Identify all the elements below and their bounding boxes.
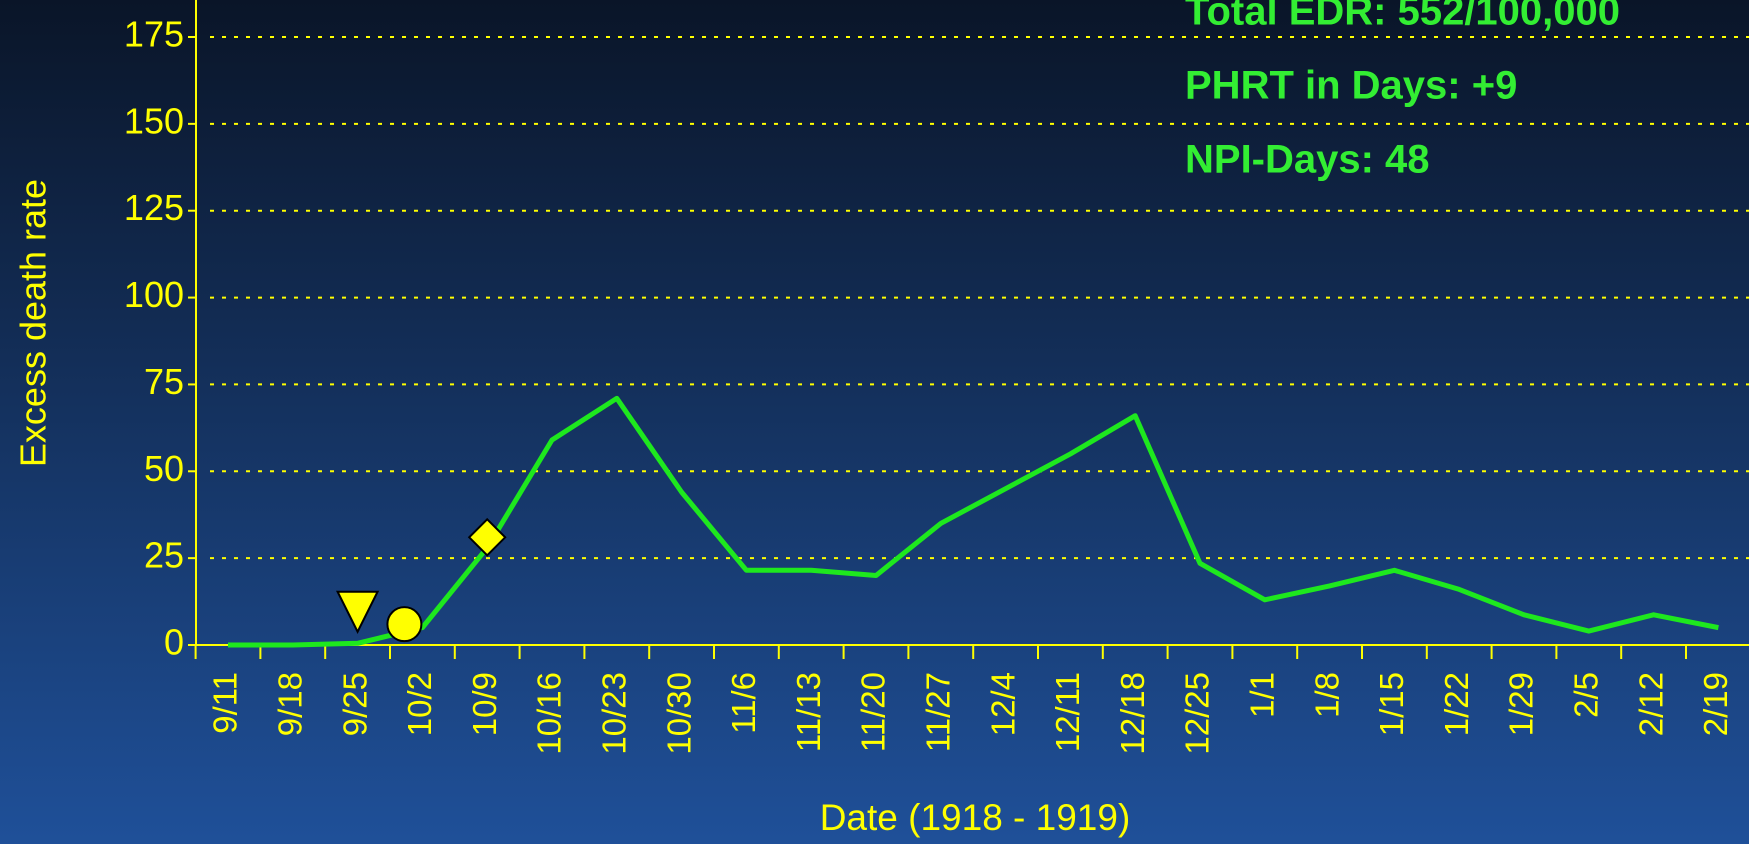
x-tick-label: 11/13 (790, 672, 827, 752)
marker-diamond (467, 517, 507, 557)
marker-triangle (335, 590, 380, 634)
x-tick-label: 9/18 (272, 672, 309, 736)
x-tick-label: 1/8 (1308, 672, 1345, 718)
x-tick-label: 10/2 (401, 672, 438, 736)
y-tick-label: 100 (124, 274, 184, 315)
x-tick-label: 1/22 (1438, 672, 1475, 736)
x-tick-label: 10/9 (466, 672, 503, 736)
y-tick-label: 75 (144, 361, 184, 402)
x-tick-label: 9/25 (336, 672, 373, 736)
x-tick-label: 10/16 (531, 672, 568, 755)
y-tick-label: 25 (144, 535, 184, 576)
x-tick-label: 12/11 (1049, 672, 1086, 752)
annotation: Total EDR: 552/100,000 (1185, 0, 1620, 34)
x-tick-label: 9/11 (207, 672, 244, 734)
x-tick-label: 1/29 (1503, 672, 1540, 736)
y-tick-label: 175 (124, 14, 184, 55)
y-tick-label: 150 (124, 100, 184, 141)
y-tick-label: 125 (124, 187, 184, 228)
data-line (228, 395, 1719, 648)
x-tick-label: 10/23 (596, 672, 633, 755)
annotation: NPI-Days: 48 (1185, 138, 1430, 182)
x-tick-label: 12/25 (1179, 672, 1216, 755)
x-tick-label: 2/12 (1632, 672, 1669, 736)
x-tick-label: 1/1 (1244, 672, 1281, 718)
x-tick-label: 12/18 (1114, 672, 1151, 755)
x-tick-label: 11/27 (920, 672, 957, 752)
x-tick-label: 2/19 (1697, 672, 1734, 736)
x-tick-label: 11/6 (725, 672, 762, 734)
x-tick-label: 1/15 (1373, 672, 1410, 736)
marker-circle (386, 606, 423, 643)
x-tick-label: 11/20 (855, 672, 892, 752)
y-tick-label: 50 (144, 448, 184, 489)
y-axis-title: Excess death rate (13, 179, 54, 467)
y-tick-label: 0 (164, 622, 184, 663)
x-tick-label: 10/30 (660, 672, 697, 755)
annotation: PHRT in Days: +9 (1185, 64, 1517, 108)
x-tick-label: 2/5 (1568, 672, 1605, 718)
x-axis-title: Date (1918 - 1919) (820, 797, 1131, 838)
x-tick-label: 12/4 (984, 672, 1021, 736)
